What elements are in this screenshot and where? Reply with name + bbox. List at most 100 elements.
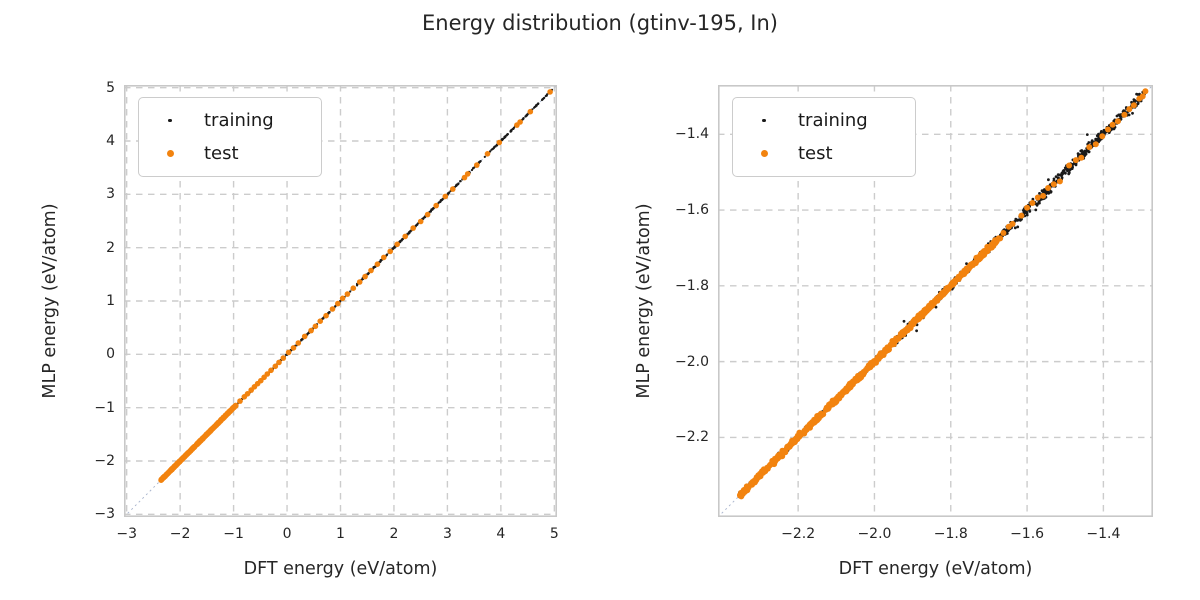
data-point-training [273, 365, 276, 368]
data-point-training [502, 137, 505, 140]
data-point-training [964, 269, 968, 273]
data-point-training [948, 284, 952, 288]
data-point-training [233, 405, 236, 408]
data-point-training [1004, 232, 1007, 236]
data-point-training [819, 411, 823, 415]
data-point-training [1048, 183, 1052, 187]
data-point-test [904, 327, 911, 334]
data-point-training [762, 469, 766, 472]
data-point-training [762, 469, 766, 472]
data-point-training [188, 450, 191, 453]
data-point-training [282, 357, 286, 360]
data-point-training [363, 276, 366, 279]
data-point-training [890, 344, 894, 348]
data-point-test [180, 455, 186, 462]
data-point-test [807, 420, 814, 427]
data-point-test [931, 300, 938, 306]
data-point-training [180, 458, 183, 461]
data-point-training [159, 479, 162, 482]
data-point-training [927, 305, 931, 309]
data-point-training [305, 333, 308, 336]
data-point-training [172, 466, 175, 469]
data-point-test [762, 468, 769, 475]
data-point-training [749, 483, 753, 487]
data-point-training [203, 435, 206, 438]
data-point-training [361, 277, 364, 280]
data-point-training [1119, 113, 1122, 117]
data-point-test [887, 342, 894, 349]
data-point-test [967, 262, 974, 269]
data-point-training [983, 249, 986, 253]
data-point-training [811, 423, 814, 427]
data-point-test [212, 423, 219, 429]
data-point-test [159, 476, 165, 482]
data-point-training [1104, 130, 1108, 133]
data-point-test [793, 435, 800, 442]
data-point-training [328, 311, 331, 314]
data-point-test [967, 263, 974, 270]
data-point-training [1078, 155, 1081, 159]
data-point-training [495, 144, 498, 147]
data-point-test [907, 324, 913, 331]
data-point-training [983, 249, 987, 253]
data-point-training [778, 454, 782, 458]
data-point-training [401, 237, 404, 241]
data-point-test [854, 377, 861, 384]
data-point-training [359, 279, 362, 282]
data-point-test [847, 382, 854, 389]
data-point-test [164, 471, 170, 478]
data-point-training [840, 394, 844, 398]
data-point-test [901, 329, 908, 336]
data-point-test [772, 457, 779, 464]
data-point-training [994, 237, 998, 241]
data-point-training [905, 327, 909, 330]
data-point-training [1132, 102, 1135, 106]
data-point-training [812, 422, 815, 426]
data-point-training [811, 421, 814, 425]
data-point-test [784, 443, 791, 450]
data-point-training [891, 342, 895, 345]
data-point-test [197, 438, 204, 444]
data-point-test [925, 304, 932, 311]
data-point-test [952, 277, 959, 284]
data-point-training [516, 123, 519, 126]
data-point-training [385, 254, 388, 257]
data-point-training [270, 369, 273, 372]
data-point-training [930, 304, 934, 307]
data-point-training [409, 229, 412, 232]
data-point-test [193, 441, 200, 448]
data-point-test [836, 393, 843, 400]
data-point-test [171, 464, 177, 471]
data-point-test [850, 378, 856, 385]
data-point-training [879, 354, 883, 358]
data-point-training [1122, 113, 1126, 117]
data-point-training [265, 373, 268, 376]
data-point-training [351, 288, 354, 291]
data-point-training [1054, 180, 1058, 184]
data-point-training [928, 302, 932, 306]
data-point-test [218, 417, 224, 423]
legend-entry-training: training [139, 110, 321, 131]
data-point-training [986, 246, 989, 250]
data-point-training [490, 148, 493, 151]
data-point-test [851, 378, 858, 385]
data-point-training [286, 353, 289, 356]
data-point-test [807, 421, 814, 428]
data-point-training [815, 417, 818, 420]
data-point-training [189, 449, 192, 452]
data-point-training [745, 488, 748, 491]
data-point-training [245, 393, 248, 396]
data-point-training [374, 265, 377, 268]
data-point-test [344, 291, 351, 297]
data-point-training [464, 176, 467, 179]
data-point-training [1067, 164, 1071, 167]
data-point-training [1107, 131, 1111, 134]
data-point-training [466, 172, 470, 175]
data-point-training [232, 406, 235, 409]
data-point-test [752, 476, 759, 483]
data-point-training [885, 349, 889, 353]
data-point-test [272, 363, 279, 370]
data-point-test [993, 237, 1000, 244]
data-point-training [250, 389, 253, 392]
data-point-training [778, 453, 782, 457]
